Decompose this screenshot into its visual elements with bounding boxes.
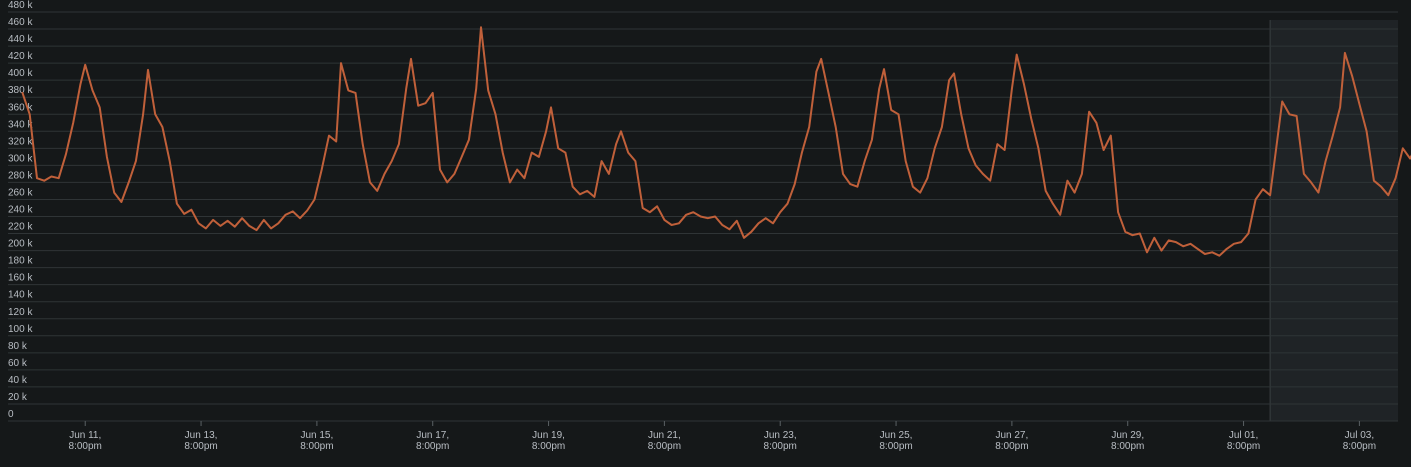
y-tick-label: 300 k [8, 153, 33, 164]
x-tick-label-date: Jun 17, [416, 430, 449, 441]
x-tick-label-date: Jun 13, [185, 430, 218, 441]
x-tick-label-date: Jul 03, [1345, 430, 1374, 441]
y-tick-label: 0 [8, 409, 14, 420]
x-tick-label-time: 8:00pm [1227, 441, 1260, 452]
x-tick-label-date: Jun 11, [69, 430, 101, 441]
x-tick-label-time: 8:00pm [416, 441, 449, 452]
x-tick-label-date: Jun 27, [995, 430, 1028, 441]
y-tick-label: 20 k [8, 392, 28, 403]
x-tick-label-time: 8:00pm [1343, 441, 1376, 452]
x-tick-label-time: 8:00pm [69, 441, 102, 452]
y-tick-label: 180 k [8, 256, 33, 267]
x-tick-label-date: Jun 25, [880, 430, 913, 441]
y-tick-label: 120 k [8, 307, 33, 318]
x-tick-label-time: 8:00pm [300, 441, 333, 452]
x-tick-label-date: Jun 15, [300, 430, 333, 441]
y-tick-label: 380 k [8, 85, 33, 96]
y-tick-label: 420 k [8, 51, 33, 62]
y-tick-label: 460 k [8, 17, 33, 28]
y-tick-label: 240 k [8, 205, 33, 216]
y-tick-label: 480 k [8, 0, 33, 11]
x-tick-label-date: Jun 21, [648, 430, 681, 441]
x-tick-label-date: Jun 29, [1111, 430, 1144, 441]
x-tick-label-time: 8:00pm [764, 441, 797, 452]
y-tick-label: 260 k [8, 187, 33, 198]
x-tick-label-time: 8:00pm [532, 441, 565, 452]
y-tick-label: 220 k [8, 222, 33, 233]
x-tick-label-date: Jun 23, [764, 430, 797, 441]
x-tick-label-time: 8:00pm [184, 441, 217, 452]
y-tick-label: 80 k [8, 341, 28, 352]
x-tick-label-time: 8:00pm [879, 441, 912, 452]
y-tick-label: 440 k [8, 34, 33, 45]
x-tick-label-date: Jul 01, [1229, 430, 1258, 441]
x-tick-label-time: 8:00pm [648, 441, 681, 452]
y-tick-label: 400 k [8, 68, 33, 79]
y-tick-label: 140 k [8, 290, 33, 301]
y-tick-label: 280 k [8, 170, 33, 181]
y-tick-label: 200 k [8, 239, 33, 250]
x-tick-label-date: Jun 19, [532, 430, 565, 441]
y-tick-label: 60 k [8, 358, 28, 369]
y-tick-label: 40 k [8, 375, 28, 386]
y-tick-label: 100 k [8, 324, 33, 335]
x-tick-label-time: 8:00pm [1111, 441, 1144, 452]
x-tick-label-time: 8:00pm [995, 441, 1028, 452]
y-tick-label: 320 k [8, 136, 33, 147]
y-tick-label: 160 k [8, 273, 33, 284]
